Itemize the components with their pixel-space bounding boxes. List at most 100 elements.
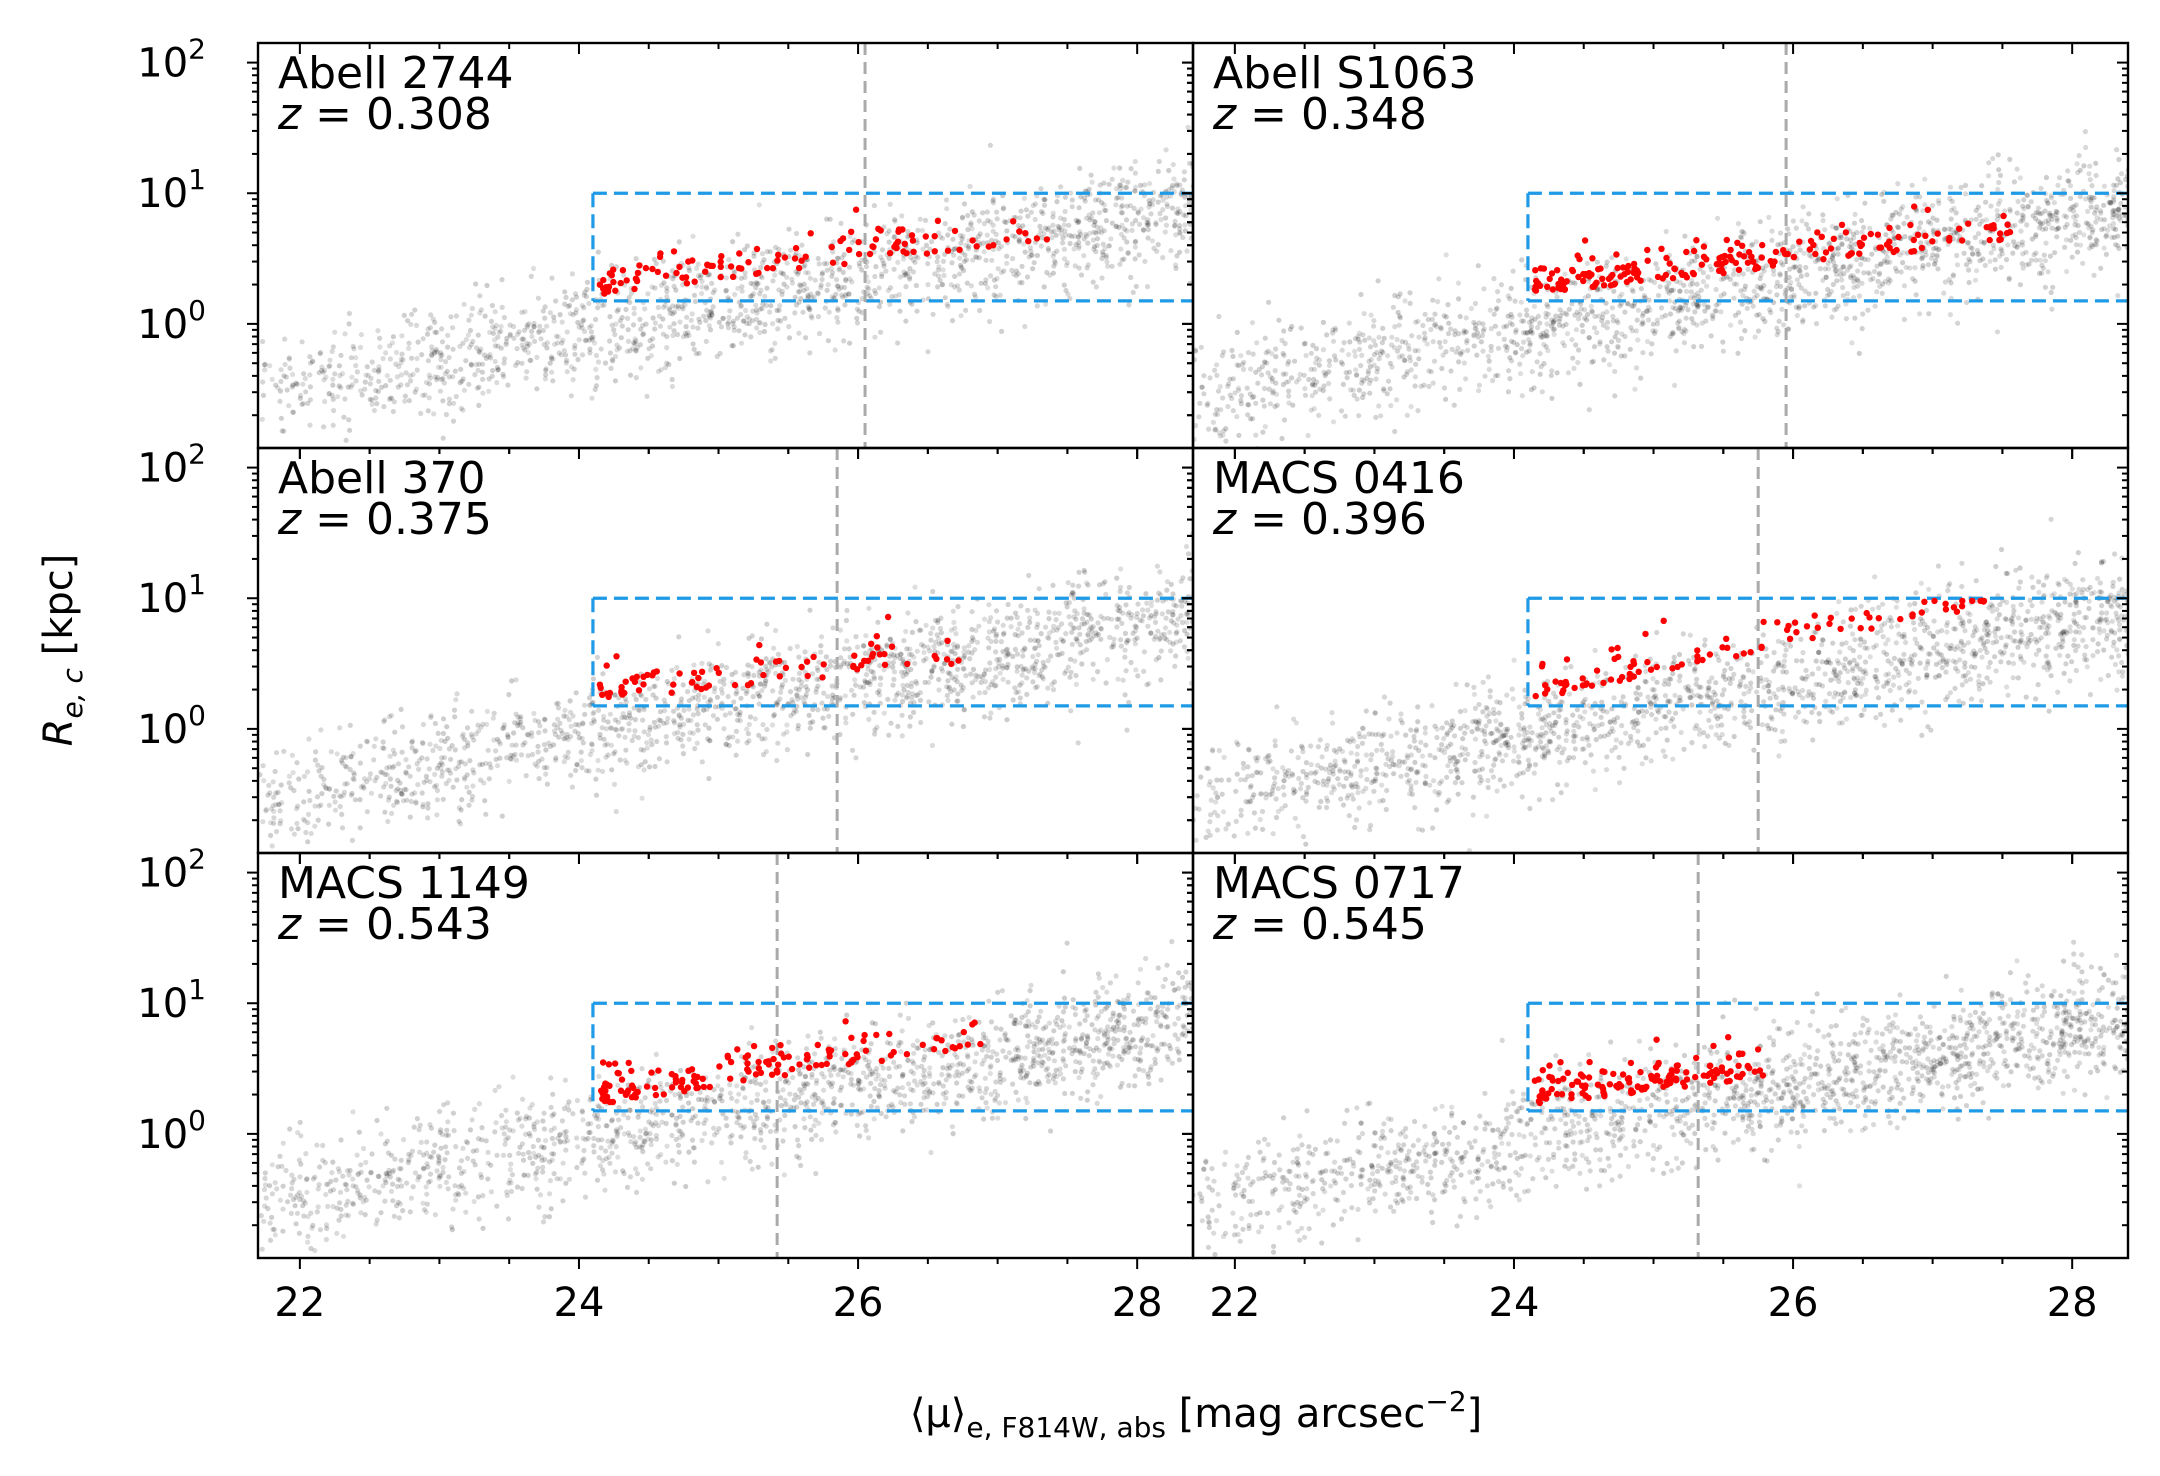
background-point: [1133, 238, 1139, 244]
background-point: [1358, 291, 1364, 298]
background-point: [1757, 219, 1763, 225]
background-point: [941, 272, 947, 279]
background-point: [473, 362, 479, 368]
background-point: [686, 267, 693, 274]
background-point: [973, 294, 979, 300]
background-point: [1021, 666, 1027, 672]
background-point: [1877, 261, 1884, 267]
selected-point: [798, 257, 805, 264]
background-point: [723, 741, 729, 747]
background-point: [1054, 199, 1060, 205]
background-point: [745, 673, 751, 680]
background-point: [1038, 186, 1044, 192]
background-point: [1147, 201, 1153, 207]
background-point: [368, 375, 374, 381]
background-point: [754, 281, 760, 287]
background-point: [484, 282, 490, 289]
background-point: [741, 318, 747, 324]
selected-point: [1996, 230, 2004, 237]
background-point: [1541, 361, 1547, 367]
background-point: [1630, 288, 1636, 295]
background-point: [450, 418, 457, 424]
background-point: [997, 292, 1003, 298]
background-point: [1855, 283, 1861, 289]
background-point: [1372, 342, 1379, 348]
background-point: [289, 384, 295, 390]
background-point: [360, 783, 366, 789]
background-point: [522, 309, 528, 315]
background-point: [634, 345, 640, 351]
background-point: [957, 232, 964, 239]
background-point: [872, 287, 878, 294]
selected-point: [1986, 236, 1993, 244]
background-point: [977, 307, 983, 314]
background-point: [1822, 227, 1828, 233]
background-point: [1184, 619, 1190, 625]
background-point: [1095, 669, 1101, 675]
background-point: [1061, 216, 1067, 223]
background-point: [1683, 302, 1689, 308]
background-point: [390, 764, 396, 771]
background-point: [1931, 246, 1937, 252]
background-point: [698, 272, 704, 278]
background-point: [1102, 207, 1108, 213]
background-point: [1694, 253, 1700, 260]
background-point: [777, 303, 783, 309]
background-point: [1149, 598, 1155, 604]
background-point: [466, 317, 472, 323]
background-point: [1093, 230, 1099, 236]
background-point: [707, 738, 713, 744]
selected-point: [1908, 248, 1915, 255]
background-point: [1032, 637, 1038, 644]
background-point: [514, 331, 521, 337]
background-point: [2048, 195, 2054, 201]
background-point: [1015, 626, 1021, 632]
background-point: [1647, 307, 1653, 313]
background-point: [399, 351, 405, 357]
background-point: [1690, 320, 1696, 326]
background-point: [1367, 364, 1373, 370]
background-point: [1759, 286, 1765, 292]
background-point: [1611, 350, 1618, 356]
background-point: [1000, 676, 1006, 683]
background-point: [330, 422, 336, 428]
background-point: [1034, 252, 1040, 259]
selected-point: [1033, 235, 1041, 242]
y-tick-label: 100: [137, 294, 206, 348]
selected-point: [774, 257, 781, 264]
background-point: [671, 676, 677, 682]
background-point: [1249, 320, 1256, 326]
background-point: [831, 239, 837, 245]
background-point: [461, 301, 467, 307]
background-point: [1731, 295, 1737, 301]
background-point: [1676, 307, 1682, 313]
background-point: [1244, 385, 1250, 391]
background-point: [1146, 197, 1152, 204]
background-point: [719, 663, 725, 669]
background-point: [912, 584, 918, 590]
background-point: [2049, 306, 2055, 312]
background-point: [747, 714, 754, 720]
background-point: [768, 358, 774, 364]
background-point: [985, 685, 992, 691]
background-point: [1063, 287, 1069, 294]
background-point: [2063, 237, 2070, 243]
background-point: [685, 717, 691, 724]
background-point: [2086, 225, 2092, 231]
background-point: [675, 729, 681, 736]
background-point: [1357, 339, 1363, 345]
background-point: [1095, 620, 1101, 626]
background-point: [676, 239, 682, 245]
background-point: [1843, 301, 1849, 307]
background-point: [993, 284, 999, 290]
background-point: [1645, 338, 1651, 345]
background-point: [764, 621, 770, 627]
background-point: [1133, 667, 1139, 673]
background-point: [330, 376, 336, 382]
background-point: [1835, 246, 1841, 252]
background-point: [516, 329, 522, 335]
background-point: [2050, 213, 2056, 219]
background-point: [1760, 316, 1766, 322]
background-point: [1050, 210, 1056, 216]
background-point: [1378, 348, 1385, 354]
